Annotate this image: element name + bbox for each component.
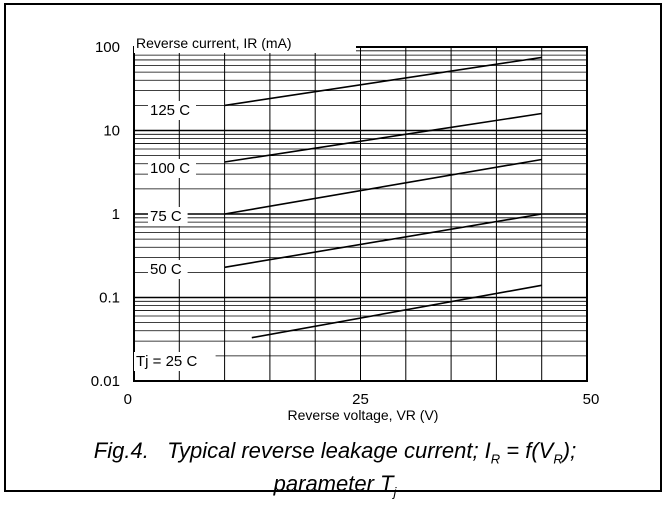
y-tick-label: 100 [95, 39, 120, 56]
series-line [224, 213, 542, 269]
caption-text-b: = f(V [500, 438, 554, 463]
y-axis-label: Reverse current, IR (mA) [136, 35, 292, 51]
series-label: 125 C [150, 102, 190, 119]
chart-grid [134, 47, 587, 381]
series-line [224, 56, 542, 107]
x-axis-label: Reverse voltage, VR (V) [288, 407, 439, 423]
caption-line-2: parameter Tj [0, 471, 670, 504]
series-label-background [148, 207, 188, 226]
caption-line-1: Fig.4. Typical reverse leakage current; … [0, 438, 670, 471]
caption-figure-number: Fig.4. [93, 438, 149, 463]
x-tick-labels: 0 25 50 [124, 391, 600, 408]
series-labels: 125 C 100 C 75 C 50 C Tj = 25 C [134, 101, 216, 371]
series-label-background [148, 159, 196, 178]
caption-subscript-c: j [393, 484, 397, 500]
y-tick-label: 10 [103, 123, 120, 140]
y-tick-labels: 100 10 1 0.1 0.01 [91, 39, 120, 390]
caption-text-a: Typical reverse leakage current; I [167, 438, 491, 463]
caption-text-c: ); [562, 438, 577, 463]
figure-caption: Fig.4. Typical reverse leakage current; … [0, 438, 670, 505]
y-tick-label: 0.01 [91, 373, 120, 390]
series-line [251, 284, 542, 339]
series-label-background [148, 260, 188, 279]
x-tick-label: 0 [124, 391, 132, 408]
y-tick-label: 0.1 [99, 290, 120, 307]
caption-subscript-b: R [553, 451, 563, 467]
series-label-background [148, 101, 196, 120]
y-tick-label: 1 [112, 206, 120, 223]
series-lines [224, 56, 542, 339]
x-tick-label: 25 [352, 391, 369, 408]
series-label-background [134, 352, 216, 371]
series-line [224, 158, 542, 215]
x-tick-label: 50 [583, 391, 600, 408]
series-label: 50 C [150, 261, 182, 278]
series-label: 100 C [150, 160, 190, 177]
ylabel-background [134, 34, 356, 53]
plot-area [133, 46, 588, 382]
caption-parameter-text: parameter T [273, 471, 394, 497]
series-label: Tj = 25 C [136, 353, 197, 370]
series-line [224, 112, 542, 163]
caption-subscript-a: R [490, 451, 501, 467]
series-label: 75 C [150, 208, 182, 225]
